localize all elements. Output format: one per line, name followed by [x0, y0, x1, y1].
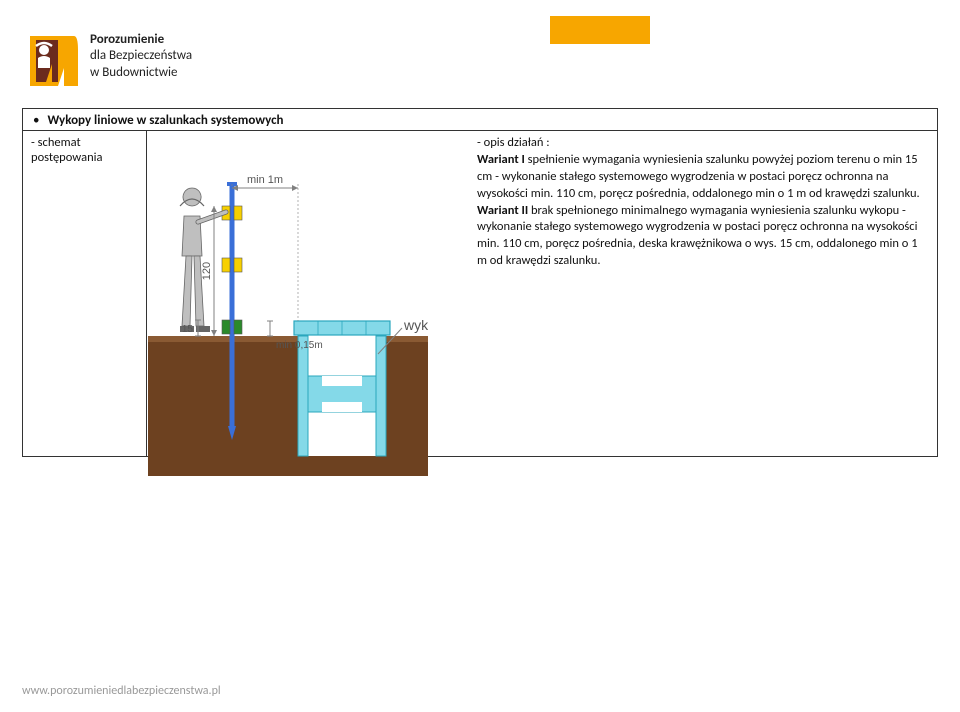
variant2-label: Wariant II: [477, 203, 528, 218]
svg-text:min 1m: min 1m: [247, 174, 283, 186]
svg-text:120: 120: [201, 262, 213, 280]
variant1-block: Wariant I spełnienie wymagania wyniesien…: [477, 152, 927, 203]
logo-icon: [22, 28, 82, 88]
logo-text: Porozumienie dla Bezpieczeństwa w Budown…: [90, 28, 192, 81]
left-label: - schemat postępowania: [31, 135, 103, 165]
footer-url: www.porozumieniedlabezpieczenstwa.pl: [22, 684, 221, 698]
right-heading: - opis działań :: [477, 135, 927, 152]
diagram: min 1m 120 15 min 0,15m wykop: [148, 166, 428, 476]
variant1-text: spełnienie wymagania wyniesienia szalunk…: [477, 152, 920, 201]
table-top-cell: Wykopy liniowe w szalunkach systemowych: [23, 109, 937, 131]
logo: Porozumienie dla Bezpieczeństwa w Budown…: [22, 28, 192, 88]
variant1-label: Wariant I: [477, 152, 525, 167]
svg-text:min 0,15m: min 0,15m: [276, 340, 323, 351]
table-left-cell: - schemat postępowania: [23, 131, 147, 456]
diagram-svg: min 1m 120 15 min 0,15m wykop: [148, 166, 428, 476]
logo-line3: w Budownictwie: [90, 65, 192, 81]
logo-line2: dla Bezpieczeństwa: [90, 48, 192, 64]
variant2-block: Wariant II brak spełnionego minimalnego …: [477, 203, 927, 271]
variant2-text: brak spełnionego minimalnego wymagania w…: [477, 203, 918, 269]
svg-text:wykop: wykop: [403, 317, 428, 333]
svg-text:15: 15: [182, 324, 194, 335]
logo-line1: Porozumienie: [90, 32, 192, 48]
top-bullet-text: Wykopy liniowe w szalunkach systemowych: [47, 113, 283, 128]
header-accent-bar: [550, 16, 650, 44]
